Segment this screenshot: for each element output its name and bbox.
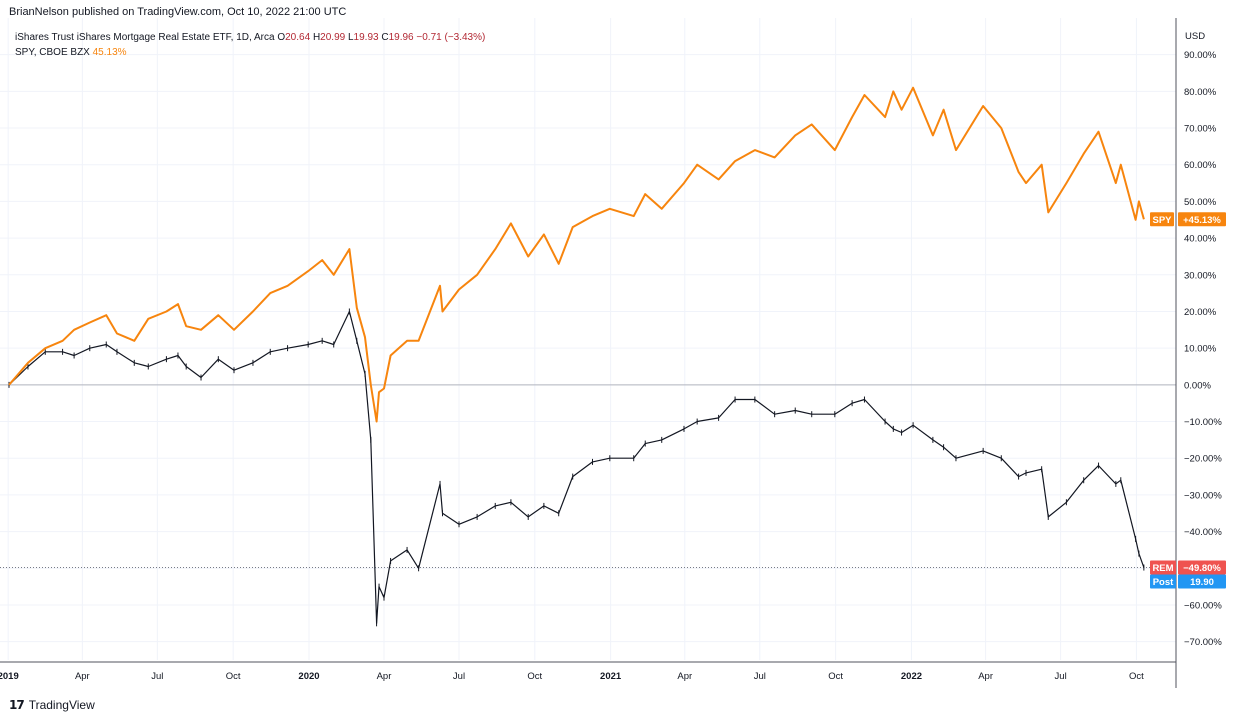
x-tick-label: Oct (527, 671, 542, 682)
x-tick-label: 2021 (600, 671, 622, 682)
y-tick-label: 20.00% (1184, 307, 1217, 318)
x-axis[interactable]: 2019 Apr Jul Oct 2020 Apr Jul Oct 2021 Apr Jul Oct 2… (0, 671, 1144, 682)
post-name-tag-bg (1150, 574, 1176, 589)
x-tick-label: Apr (377, 671, 392, 682)
y-axis[interactable]: USD 90.00% 80.00% 70.00% 60.00% 50.00% 40.00% 3… (1184, 31, 1222, 648)
x-tick-label: Jul (453, 671, 465, 682)
x-tick-label: Apr (677, 671, 692, 682)
y-tick-label: −60.00% (1184, 600, 1222, 611)
x-tick-label: Apr (75, 671, 90, 682)
rem-name-tag-text: REM (1152, 563, 1173, 574)
legend-change: −0.71 (−3.43%) (416, 32, 485, 43)
spy-name-tag-text: SPY (1152, 215, 1172, 226)
legend-ohlc-key: H (313, 32, 320, 43)
spy-value-tag-text: +45.13% (1183, 215, 1221, 226)
y-tick-label: 40.00% (1184, 234, 1217, 245)
legend-ohlc-key: L (348, 32, 354, 43)
y-tick-label: 80.00% (1184, 87, 1217, 98)
x-tick-label: Oct (1129, 671, 1144, 682)
y-tick-label: 60.00% (1184, 160, 1217, 171)
legend-rem-title: iShares Trust iShares Mortgage Real Esta… (15, 32, 277, 43)
legend-rem: iShares Trust iShares Mortgage Real Esta… (15, 32, 485, 43)
y-tick-label: 90.00% (1184, 50, 1217, 61)
x-tick-label: Jul (754, 671, 766, 682)
tradingview-logo-icon: 17 (9, 698, 25, 712)
y-tick-label: −70.00% (1184, 637, 1222, 648)
spy-line (8, 86, 1145, 423)
legend-spy-title: SPY, CBOE BZX (15, 47, 93, 58)
x-tick-label: 2022 (901, 671, 922, 682)
y-tick-label: 30.00% (1184, 270, 1217, 281)
post-name-tag-text: Post (1153, 577, 1174, 588)
legend-ohlc-value: 19.96 (389, 32, 417, 43)
spy-value-tag-bg (1178, 212, 1226, 227)
legend-ohlc-key: C (381, 32, 388, 43)
post-value-tag-bg (1178, 574, 1226, 589)
y-tick-label: −40.00% (1184, 527, 1222, 538)
tradingview-logo-text: TradingView (28, 698, 95, 712)
x-tick-label: Oct (828, 671, 843, 682)
rem-series (8, 308, 1145, 627)
rem-name-tag-bg (1150, 560, 1176, 575)
x-tick-label: 2020 (298, 671, 319, 682)
y-tick-label: 50.00% (1184, 197, 1217, 208)
y-tick-label: 70.00% (1184, 124, 1217, 135)
legend-ohlc-value: 20.99 (320, 32, 348, 43)
y-tick-label: −20.00% (1184, 454, 1222, 465)
y-tick-label: −10.00% (1184, 417, 1222, 428)
rem-line (8, 310, 1145, 624)
x-tick-label: Apr (978, 671, 993, 682)
spy-name-tag-bg (1150, 212, 1174, 227)
legend-ohlc-value: 20.64 (285, 32, 313, 43)
publisher-line: BrianNelson published on TradingView.com… (9, 6, 347, 18)
y-tick-label: 0.00% (1184, 380, 1211, 391)
legend-ohlc-value: 19.93 (354, 32, 382, 43)
post-value-tag-text: 19.90 (1190, 577, 1214, 588)
legend-ohlc-key: O (277, 32, 285, 43)
y-tick-label: −30.00% (1184, 490, 1222, 501)
grid-layer (0, 18, 1176, 660)
x-tick-label: 2019 (0, 671, 19, 682)
x-tick-label: Jul (1055, 671, 1067, 682)
price-tags: SPY +45.13% REM −49.80% Post 19.90 (1150, 212, 1226, 589)
spy-series (8, 86, 1145, 423)
legend: iShares Trust iShares Mortgage Real Esta… (15, 32, 485, 58)
y-tick-label: 10.00% (1184, 344, 1217, 355)
rem-value-tag-text: −49.80% (1183, 563, 1221, 574)
tradingview-logo[interactable]: 17 TradingView (9, 697, 95, 713)
currency-label: USD (1185, 31, 1205, 42)
x-tick-label: Jul (151, 671, 163, 682)
legend-spy: SPY, CBOE BZX 45.13% (15, 47, 127, 58)
legend-spy-value: 45.13% (93, 47, 127, 58)
rem-value-tag-bg (1178, 560, 1226, 575)
x-tick-label: Oct (226, 671, 241, 682)
